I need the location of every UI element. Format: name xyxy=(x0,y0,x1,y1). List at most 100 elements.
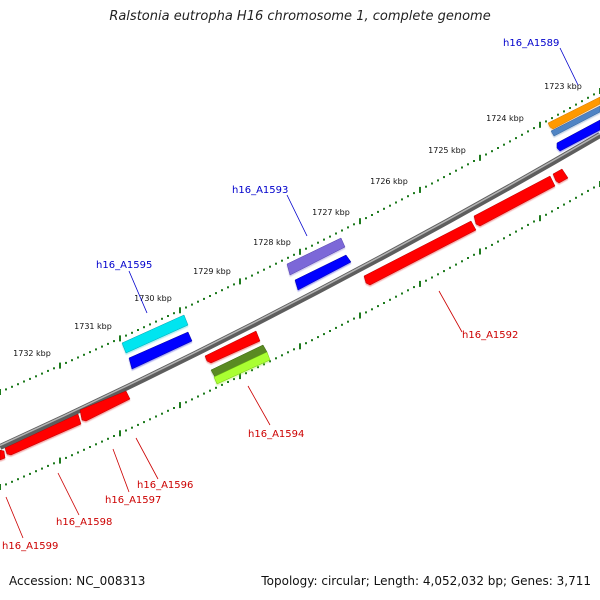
minor-tick xyxy=(275,262,277,265)
minor-tick xyxy=(77,356,79,359)
minor-tick xyxy=(593,186,595,189)
minor-tick xyxy=(317,241,319,244)
minor-tick xyxy=(395,295,397,298)
gene-h16-A1594-lime[interactable] xyxy=(213,351,271,385)
minor-tick xyxy=(263,363,265,366)
gene-h16-A1592[interactable] xyxy=(363,220,477,286)
minor-tick xyxy=(251,274,253,277)
minor-tick xyxy=(563,203,565,206)
minor-tick xyxy=(149,418,151,421)
minor-tick xyxy=(221,289,223,292)
minor-tick xyxy=(263,268,265,271)
gene-label-h16-A1597[interactable]: h16_A1597 xyxy=(105,495,161,506)
gene-blue-1730[interactable] xyxy=(128,331,193,370)
gene-label-h16-A1592[interactable]: h16_A1592 xyxy=(462,330,518,341)
minor-tick xyxy=(17,383,19,386)
major-tick xyxy=(179,402,181,409)
kbp-label: 1726 kbp xyxy=(370,177,408,186)
gene-blue-1728[interactable] xyxy=(294,254,352,291)
gene-h16-A1593[interactable] xyxy=(286,237,346,276)
minor-tick xyxy=(455,169,457,172)
gene-red-1729[interactable] xyxy=(204,330,261,364)
major-tick xyxy=(0,389,1,395)
minor-tick xyxy=(353,223,355,226)
kbp-label: 1728 kbp xyxy=(253,238,291,247)
minor-tick xyxy=(587,96,589,99)
minor-tick xyxy=(407,289,409,292)
minor-tick xyxy=(497,240,499,243)
minor-tick xyxy=(467,163,469,166)
minor-tick xyxy=(557,207,559,209)
minor-tick xyxy=(143,326,145,329)
reverse-genes xyxy=(0,168,569,461)
minor-tick xyxy=(245,277,247,280)
minor-tick xyxy=(101,345,103,348)
minor-tick xyxy=(281,259,283,262)
major-tick xyxy=(479,248,481,255)
gene-label-h16-A1593[interactable]: h16_A1593 xyxy=(232,185,288,196)
minor-tick xyxy=(545,120,547,123)
minor-tick xyxy=(515,137,517,140)
gene-h16-A1595[interactable] xyxy=(121,314,189,354)
gene-label-h16-A1598[interactable]: h16_A1598 xyxy=(56,517,112,528)
minor-tick xyxy=(455,263,457,266)
gene-label-h16-A1594[interactable]: h16_A1594 xyxy=(248,429,304,440)
minor-tick xyxy=(395,201,397,204)
gene-orange[interactable] xyxy=(547,96,600,130)
major-tick xyxy=(539,121,541,128)
minor-tick xyxy=(509,140,511,143)
forward-genes xyxy=(121,96,600,370)
minor-tick xyxy=(113,340,115,343)
gene-label-h16-A1595[interactable]: h16_A1595 xyxy=(96,260,152,271)
genome-info-text: Topology: circular; Length: 4,052,032 bp… xyxy=(261,574,591,588)
minor-tick xyxy=(191,303,193,306)
gene-red-1725[interactable] xyxy=(473,175,556,227)
gene-label-h16-A1599[interactable]: h16_A1599 xyxy=(2,541,58,552)
minor-tick xyxy=(371,308,373,311)
minor-tick xyxy=(413,286,415,289)
minor-tick xyxy=(41,372,43,375)
minor-tick xyxy=(29,377,31,380)
gene-steelblue[interactable] xyxy=(550,105,600,137)
minor-tick xyxy=(83,448,85,451)
minor-tick xyxy=(491,243,493,246)
minor-tick xyxy=(587,189,589,192)
minor-tick xyxy=(197,300,199,303)
minor-tick xyxy=(137,329,139,331)
gene-h16-A1589-blue[interactable] xyxy=(556,119,600,152)
minor-tick xyxy=(533,220,535,223)
kbp-label: 1731 kbp xyxy=(74,322,112,331)
minor-tick xyxy=(593,93,595,96)
gene-label-h16-A1596[interactable]: h16_A1596 xyxy=(137,480,193,491)
minor-tick xyxy=(71,359,73,362)
minor-tick xyxy=(227,381,229,383)
minor-tick xyxy=(383,302,385,304)
minor-tick xyxy=(269,265,271,268)
minor-tick xyxy=(209,295,211,297)
gene-h16-A1598[interactable] xyxy=(4,413,82,456)
minor-tick xyxy=(5,388,7,391)
minor-tick xyxy=(89,446,91,448)
minor-tick xyxy=(473,253,475,256)
minor-tick xyxy=(485,153,487,156)
minor-tick xyxy=(521,133,523,136)
gene-red-small[interactable] xyxy=(552,168,569,184)
minor-tick xyxy=(527,130,529,133)
minor-tick xyxy=(149,323,151,326)
callout-lines xyxy=(5,47,579,539)
minor-tick xyxy=(5,483,7,486)
minor-tick xyxy=(173,312,175,315)
kbp-label: 1732 kbp xyxy=(13,349,51,358)
minor-tick xyxy=(335,232,337,235)
map-title: Ralstonia eutropha H16 chromosome 1, com… xyxy=(109,9,491,24)
major-tick xyxy=(299,343,301,350)
gene-h16-A1597[interactable] xyxy=(79,390,131,422)
gene-label-h16-A1589[interactable]: h16_A1589 xyxy=(503,38,559,49)
minor-tick xyxy=(215,292,217,295)
minor-tick xyxy=(125,334,127,337)
gene-h16-A1599[interactable] xyxy=(0,449,6,461)
major-tick xyxy=(59,457,61,464)
minor-tick xyxy=(107,437,109,440)
major-tick xyxy=(119,430,121,437)
kbp-label: 1725 kbp xyxy=(428,146,466,155)
